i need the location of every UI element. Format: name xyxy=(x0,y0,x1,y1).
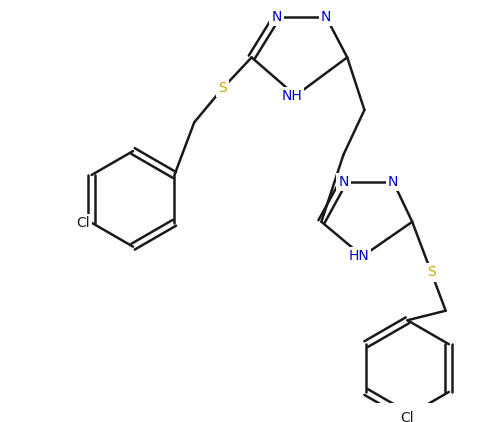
Text: N: N xyxy=(388,175,399,189)
Text: N: N xyxy=(321,10,331,24)
Text: Cl: Cl xyxy=(400,411,414,422)
Text: S: S xyxy=(427,265,436,279)
Text: N: N xyxy=(271,10,282,24)
Text: S: S xyxy=(219,81,227,95)
Text: HN: HN xyxy=(348,249,369,263)
Text: N: N xyxy=(338,175,348,189)
Text: Cl: Cl xyxy=(76,216,90,230)
Text: NH: NH xyxy=(281,89,302,103)
